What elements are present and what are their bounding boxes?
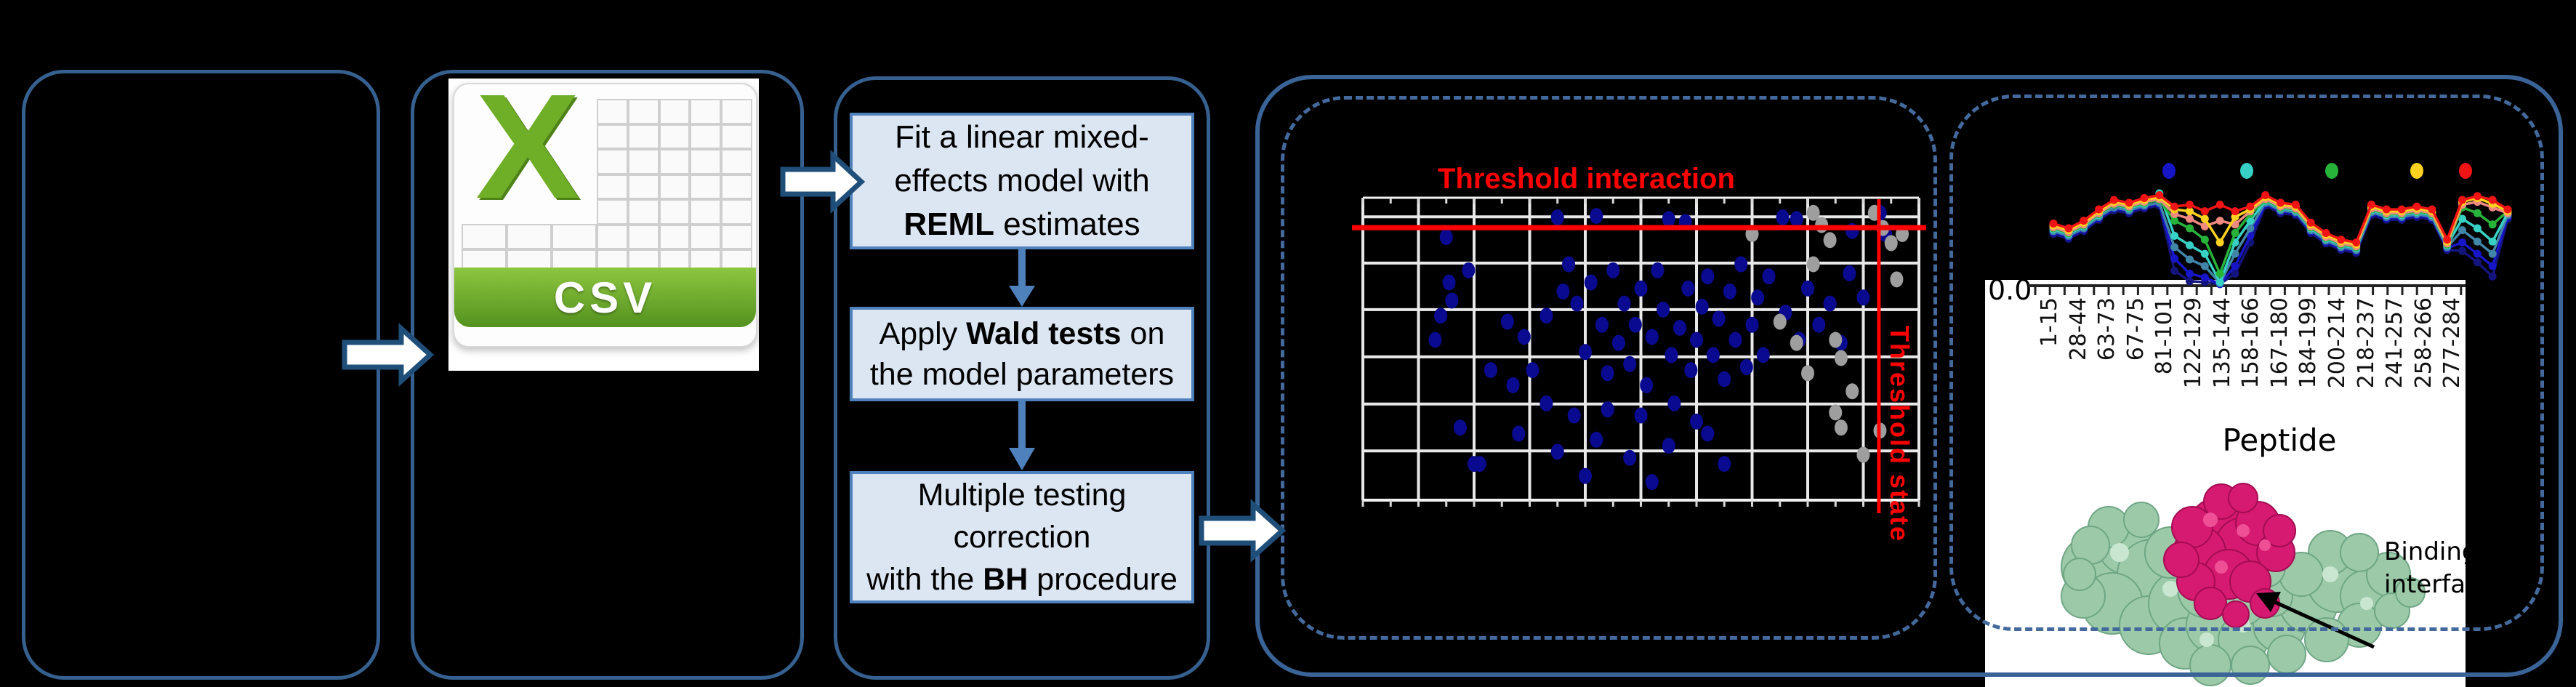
hdx-axis-protein-image: 0.0 1-15 28-44 63-73 67-75 81-101 122-129 135-… bbox=[1985, 280, 2466, 687]
flow-arrow-down-icon bbox=[1009, 249, 1035, 307]
csv-grid-cell bbox=[721, 199, 752, 225]
scatter-right-label: Threshold state bbox=[1885, 326, 1915, 543]
csv-grid-cell bbox=[659, 99, 691, 124]
csv-grid-cell bbox=[627, 149, 659, 174]
peptide-tick-label: 241-257 bbox=[2382, 297, 2408, 389]
peptide-tick-label: 158-166 bbox=[2238, 297, 2264, 389]
flow-arrow-right-icon bbox=[342, 323, 435, 387]
hdx-series-navy bbox=[2053, 204, 2509, 286]
peptide-tick-label: 81-101 bbox=[2152, 297, 2178, 375]
hdx-uptake-chart bbox=[2049, 189, 2512, 289]
workflow-box-line: correction bbox=[953, 520, 1091, 555]
flow-arrow-down-icon bbox=[1009, 401, 1035, 470]
csv-grid-cell bbox=[690, 124, 722, 150]
flow-arrow-right-icon bbox=[1199, 499, 1287, 563]
legend-dot-icon bbox=[2240, 163, 2253, 179]
csv-grid-cell bbox=[627, 224, 659, 250]
csv-grid-cell bbox=[627, 124, 659, 150]
peptide-tick-label: 184-199 bbox=[2295, 297, 2322, 389]
peptide-tick-label: 63-73 bbox=[2094, 297, 2120, 361]
csv-grid-cell bbox=[721, 174, 752, 200]
csv-grid-cell bbox=[597, 199, 628, 225]
peptide-tick-label: 135-144 bbox=[2209, 297, 2235, 389]
csv-grid-cell bbox=[721, 99, 752, 124]
csv-band: CSV bbox=[454, 268, 756, 327]
peptide-tick-label: 258-266 bbox=[2410, 297, 2436, 389]
peptide-axis bbox=[2028, 284, 2466, 295]
peptide-tick-label: 28-44 bbox=[2065, 297, 2091, 361]
annotation-line: interface bbox=[2384, 570, 2466, 599]
workflow-step-bh: Multiple testing correction with the BH pr… bbox=[850, 471, 1194, 603]
peptide-tick-label: 67-75 bbox=[2122, 297, 2149, 361]
x-axis-title: Peptide bbox=[2222, 422, 2337, 458]
csv-grid-cell bbox=[627, 174, 659, 200]
csv-grid-cell bbox=[462, 224, 507, 249]
legend-dot-icon bbox=[2162, 163, 2175, 179]
workflow-box-line: with the BH procedure bbox=[866, 562, 1178, 597]
binding-interface-annotation: Binding interface bbox=[2384, 536, 2466, 601]
csv-grid-cell bbox=[507, 224, 552, 249]
workflow-box-line: Multiple testing bbox=[917, 478, 1127, 513]
csv-grid-cell bbox=[690, 199, 722, 225]
binding-interface-arrowhead-icon bbox=[2256, 592, 2281, 612]
legend-dot-icon bbox=[2410, 163, 2423, 179]
csv-grid-cell bbox=[659, 224, 691, 250]
protein-structure-illustration bbox=[2061, 483, 2426, 686]
csv-grid-cell bbox=[690, 224, 722, 250]
csv-label: CSV bbox=[553, 273, 657, 322]
peptide-tick-label: 1-15 bbox=[2037, 297, 2062, 347]
flow-arrow-right-icon bbox=[780, 150, 866, 214]
workflow-box-line: effects model with bbox=[894, 163, 1150, 198]
csv-grid-cell bbox=[721, 224, 752, 250]
peptide-tick-label: 218-237 bbox=[2353, 297, 2379, 389]
legend-dot-icon bbox=[2325, 163, 2338, 179]
workflow-panel bbox=[834, 76, 1210, 680]
workflow-step-wald: Apply Wald tests on the model parameters bbox=[850, 307, 1194, 401]
csv-file-icon: X CSV bbox=[448, 79, 759, 371]
peptide-tick-label: 277-284 bbox=[2439, 297, 2466, 389]
csv-grid-cell bbox=[659, 124, 691, 150]
threshold-scatter-plot bbox=[1352, 196, 1926, 513]
csv-grid-cell bbox=[597, 99, 628, 124]
csv-grid-cell bbox=[690, 99, 722, 124]
y-axis-tick-label: 0.0 bbox=[1988, 280, 2032, 306]
binding-interface-arrow-icon bbox=[2263, 595, 2375, 649]
csv-grid-cell bbox=[659, 149, 691, 174]
csv-grid-cell bbox=[690, 174, 722, 200]
workflow-step-reml: Fit a linear mixed-effects model with REM… bbox=[850, 113, 1194, 249]
csv-grid-cell bbox=[597, 174, 628, 200]
peptide-tick-label: 200-214 bbox=[2325, 297, 2350, 389]
csv-grid-cell bbox=[659, 199, 691, 225]
csv-grid-cell bbox=[597, 224, 628, 250]
annotation-line: Binding bbox=[2384, 537, 2466, 566]
csv-grid-right bbox=[597, 99, 752, 275]
workflow-box-line: Fit a linear mixed- bbox=[895, 119, 1149, 155]
csv-panel bbox=[411, 70, 804, 680]
csv-grid-cell bbox=[690, 149, 722, 174]
csv-grid-cell bbox=[721, 124, 752, 150]
input-panel bbox=[22, 70, 380, 680]
workflow-box-line: REML estimates bbox=[903, 206, 1140, 242]
csv-card-body: X CSV bbox=[453, 83, 757, 347]
csv-grid-cell bbox=[627, 199, 659, 225]
csv-grid-cell bbox=[597, 149, 628, 174]
csv-grid-cell bbox=[721, 149, 752, 174]
legend-dot-icon bbox=[2459, 163, 2472, 179]
csv-grid-cell bbox=[552, 224, 597, 249]
csv-grid-cell bbox=[597, 124, 628, 150]
peptide-tick-label: 122-129 bbox=[2181, 297, 2206, 389]
csv-grid-cell bbox=[627, 99, 659, 124]
workflow-box-line: the model parameters bbox=[869, 357, 1175, 392]
peptide-tick-label: 167-180 bbox=[2266, 297, 2293, 389]
workflow-box-line: Apply Wald tests on bbox=[879, 316, 1165, 351]
csv-grid-cell bbox=[659, 174, 691, 200]
csv-x-letter: X bbox=[475, 83, 580, 230]
